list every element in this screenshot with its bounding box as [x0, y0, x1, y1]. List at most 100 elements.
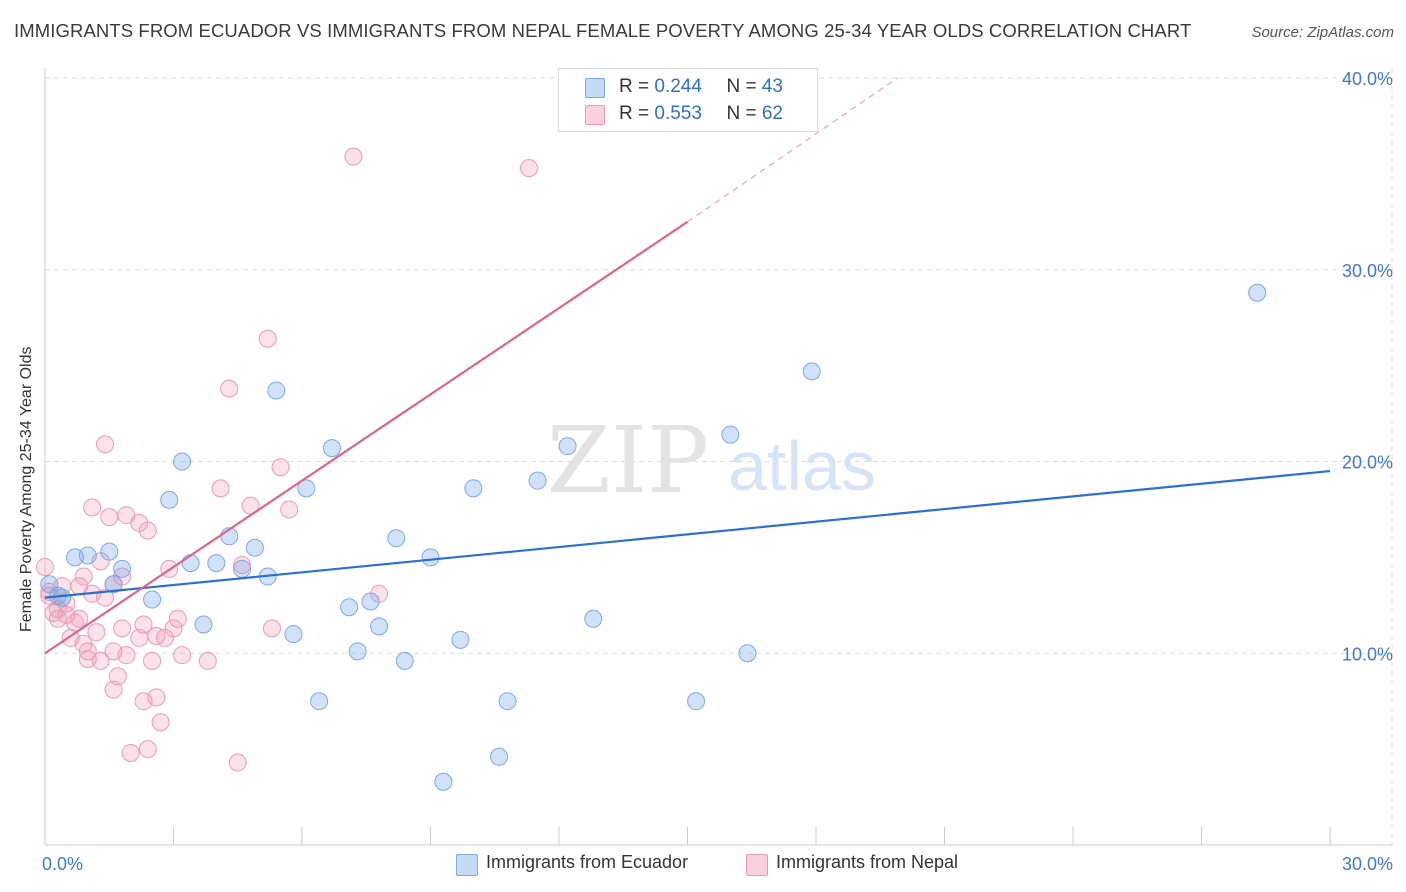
- ecuador-point: [322, 439, 341, 458]
- ecuador-point: [370, 617, 389, 636]
- nepal-point: [520, 159, 539, 178]
- legend-ecuador-r-label: R =: [619, 76, 655, 97]
- legend-ecuador-n-value: 43: [761, 76, 783, 97]
- ecuador-points: [40, 283, 1267, 791]
- ecuador-point: [498, 692, 517, 711]
- nepal-point: [48, 609, 67, 628]
- nepal-point: [198, 651, 217, 670]
- chart-title: IMMIGRANTS FROM ECUADOR VS IMMIGRANTS FR…: [14, 20, 1192, 41]
- ecuador-point: [113, 559, 132, 578]
- ecuador-point: [100, 542, 119, 561]
- source-credit: Source: ZipAtlas.com: [1251, 24, 1394, 41]
- nepal-point: [74, 567, 93, 586]
- watermark-zip: ZIP: [547, 407, 709, 514]
- nepal-point: [36, 557, 54, 576]
- ecuador-point: [490, 747, 509, 766]
- ecuador-point: [348, 642, 367, 661]
- nepal-point: [147, 688, 166, 707]
- y-axis-label: Female Poverty Among 25-34 Year Olds: [18, 346, 35, 633]
- legend-nepal-n-value: 62: [761, 103, 783, 124]
- watermark-atlas: atlas: [728, 427, 876, 505]
- ecuador-point: [387, 529, 406, 548]
- nepal-point: [211, 479, 230, 498]
- nepal-trend-line: [44, 220, 689, 655]
- ecuador-point: [584, 609, 603, 628]
- ecuador-point: [421, 548, 440, 567]
- nepal-point: [113, 619, 132, 638]
- ecuador-point: [233, 559, 252, 578]
- gridlines: [45, 68, 1393, 845]
- nepal-point: [280, 500, 299, 519]
- nepal-point: [117, 646, 136, 665]
- nepal-point: [108, 667, 127, 686]
- nepal-point: [134, 615, 153, 634]
- nepal-point: [228, 753, 247, 772]
- y-tick-label: 30.0%: [1342, 261, 1393, 281]
- nepal-point: [138, 521, 157, 540]
- nepal-trend-extension: [687, 77, 898, 223]
- bottom-ecuador-swatch: [456, 854, 478, 876]
- ecuador-point: [464, 479, 483, 498]
- ecuador-point: [738, 644, 757, 663]
- ecuador-point: [528, 471, 547, 490]
- nepal-point: [100, 508, 119, 527]
- x-tick-label: 0.0%: [42, 854, 83, 874]
- ecuador-point: [361, 592, 380, 611]
- ecuador-point: [104, 575, 123, 594]
- nepal-point: [87, 623, 106, 642]
- axes: [44, 68, 1392, 846]
- legend-nepal-r-label: R =: [619, 103, 655, 124]
- nepal-point: [121, 743, 140, 762]
- nepal-point: [143, 651, 162, 670]
- nepal-point: [95, 588, 114, 607]
- nepal-point: [344, 147, 363, 166]
- nepal-point: [220, 379, 239, 398]
- legend-ecuador-r-value: 0.244: [654, 76, 702, 97]
- nepal-point: [271, 458, 290, 477]
- nepal-point: [151, 713, 170, 732]
- ecuador-point: [1248, 283, 1267, 302]
- nepal-points: [36, 147, 539, 772]
- nepal-point: [95, 435, 114, 454]
- zipatlas-watermark: ZIP atlas: [547, 407, 876, 514]
- y-tick-label: 20.0%: [1342, 453, 1393, 473]
- legend-nepal-r-value: 0.553: [654, 103, 702, 124]
- nepal-point: [164, 619, 183, 638]
- ecuador-point: [802, 362, 821, 381]
- nepal-point: [104, 680, 123, 699]
- correlation-legend: R = 0.244 N = 43 R = 0.553 N = 62: [558, 68, 818, 132]
- bottom-nepal-swatch: [746, 854, 768, 876]
- ecuador-point: [687, 692, 706, 711]
- ecuador-point: [267, 381, 286, 400]
- ecuador-point: [181, 554, 200, 573]
- ecuador-point: [245, 538, 264, 557]
- x-tick-label: 30.0%: [1342, 854, 1393, 874]
- ecuador-point: [173, 452, 192, 471]
- nepal-point: [78, 642, 97, 661]
- legend-nepal-n-label: N =: [726, 103, 762, 124]
- ecuador-trend-line: [44, 469, 1331, 599]
- ecuador-point: [310, 692, 329, 711]
- nepal-point: [173, 646, 192, 665]
- ecuador-point: [207, 554, 226, 573]
- ecuador-point: [558, 437, 577, 456]
- trend-lines: [44, 77, 1331, 655]
- nepal-point: [83, 498, 102, 517]
- ecuador-point: [340, 598, 359, 617]
- ecuador-point: [451, 630, 470, 649]
- nepal-point: [168, 609, 187, 628]
- nepal-point: [233, 556, 252, 575]
- nepal-point: [70, 609, 89, 628]
- y-tick-label: 40.0%: [1342, 69, 1393, 89]
- nepal-point: [263, 619, 282, 638]
- tick-labels: 10.0% 20.0% 30.0% 40.0% 0.0% 30.0%: [42, 69, 1393, 874]
- ecuador-point: [284, 625, 303, 644]
- ecuador-point: [143, 590, 162, 609]
- nepal-point: [138, 740, 157, 759]
- bottom-ecuador-label: Immigrants from Ecuador: [486, 852, 689, 872]
- nepal-point: [91, 651, 110, 670]
- ecuador-point: [78, 546, 97, 565]
- ecuador-point: [160, 490, 179, 509]
- nepal-swatch: [585, 105, 605, 125]
